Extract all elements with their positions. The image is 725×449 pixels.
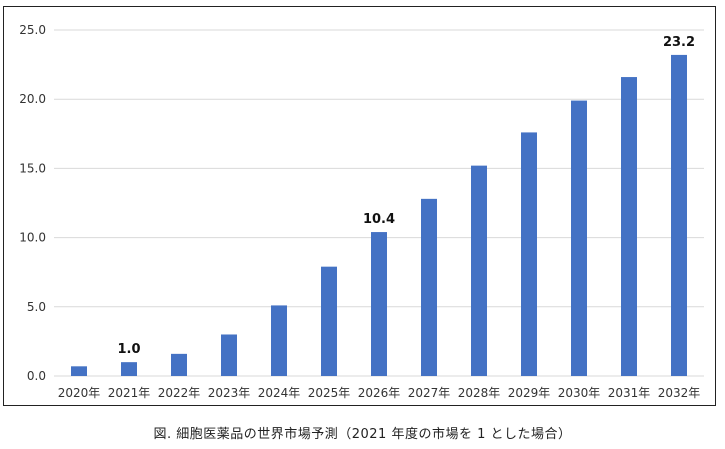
x-tick-label: 2022年 bbox=[158, 386, 201, 400]
bar bbox=[471, 165, 487, 376]
data-label: 1.0 bbox=[117, 342, 140, 357]
y-tick-label: 5.0 bbox=[27, 300, 46, 314]
y-tick-label: 20.0 bbox=[19, 92, 46, 106]
y-tick-label: 25.0 bbox=[19, 23, 46, 37]
chart-frame: 0.0 5.0 10.0 15.0 20.0 25.0 2020年 2021年 2022年 20… bbox=[3, 6, 716, 406]
bar-chart: 0.05.010.015.020.025.0 2020年 2021年 2022年 20… bbox=[19, 23, 704, 400]
bar bbox=[421, 198, 437, 376]
bar bbox=[671, 54, 687, 377]
x-tick-label: 2023年 bbox=[208, 386, 251, 400]
bar bbox=[371, 232, 387, 376]
bar bbox=[121, 362, 137, 376]
bar bbox=[71, 366, 87, 376]
x-tick-label: 2029年 bbox=[508, 386, 551, 400]
x-tick-label: 2026年 bbox=[358, 386, 401, 400]
bar bbox=[221, 334, 237, 376]
x-tick-label: 2028年 bbox=[458, 386, 501, 400]
bars bbox=[71, 54, 687, 377]
bar bbox=[621, 77, 637, 376]
bar bbox=[271, 305, 287, 376]
bar bbox=[571, 100, 587, 377]
x-tick-label: 2021年 bbox=[108, 386, 151, 400]
x-tick-label: 2024年 bbox=[258, 386, 301, 400]
x-tick-label: 2030年 bbox=[558, 386, 601, 400]
x-tick-label: 2032年 bbox=[658, 386, 701, 400]
x-axis-ticks: 2020年 2021年 2022年 2023年 2024年 2025年 2026年 2027年… bbox=[58, 386, 701, 400]
y-tick-label: 0.0 bbox=[27, 369, 46, 383]
x-tick-label: 2027年 bbox=[408, 386, 451, 400]
data-label: 23.2 bbox=[663, 35, 695, 50]
y-axis-ticks: 0.0 5.0 10.0 15.0 20.0 25.0 bbox=[19, 23, 46, 383]
x-tick-label: 2031年 bbox=[608, 386, 651, 400]
figure-caption: 図. 細胞医薬品の世界市場予測（2021 年度の市場を 1 とした場合） bbox=[153, 427, 572, 442]
x-tick-label: 2025年 bbox=[308, 386, 351, 400]
y-tick-label: 10.0 bbox=[19, 231, 46, 245]
data-labels: 1.0 10.4 23.2 bbox=[117, 35, 695, 357]
data-label: 10.4 bbox=[363, 212, 395, 227]
bar bbox=[521, 132, 537, 376]
bar bbox=[171, 353, 187, 376]
y-tick-label: 15.0 bbox=[19, 161, 46, 175]
x-tick-label: 2020年 bbox=[58, 386, 101, 400]
bar bbox=[321, 266, 337, 376]
